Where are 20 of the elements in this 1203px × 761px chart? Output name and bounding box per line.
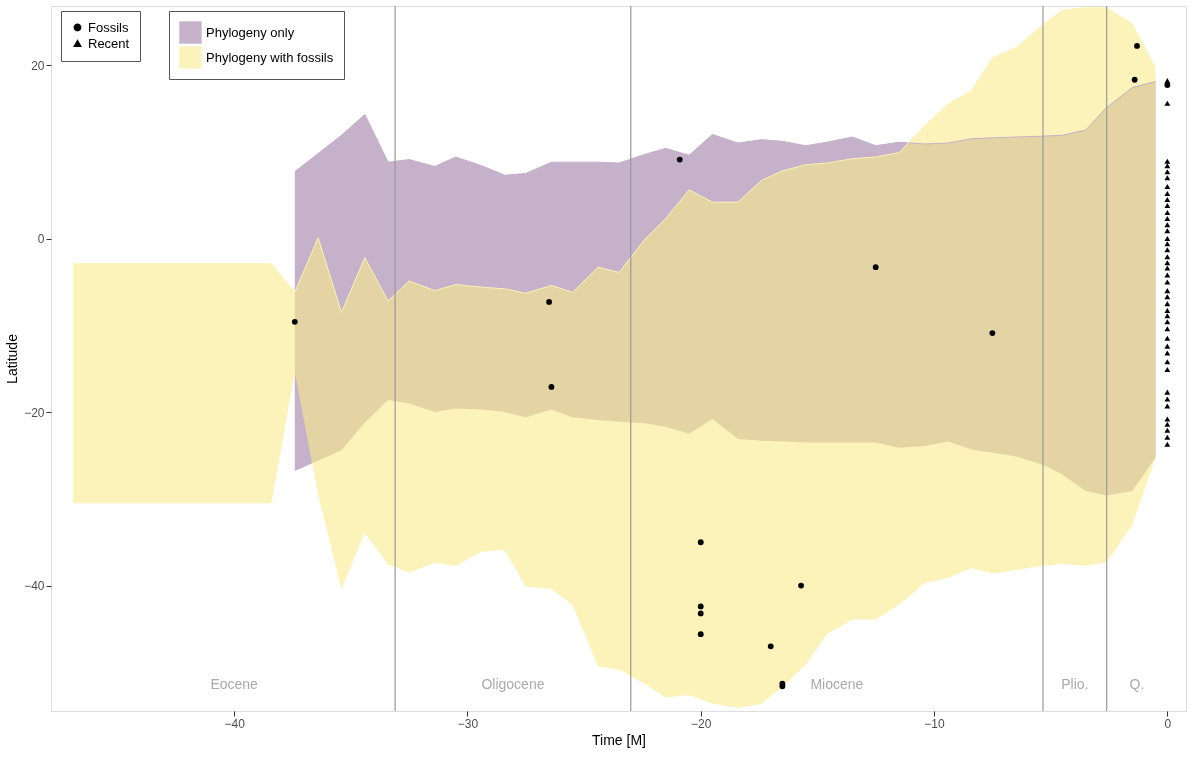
annotation: Miocene [810,676,864,692]
x-tick-label: −40 [224,716,246,731]
legend-label: Phylogeny only [206,24,295,40]
x-axis-title: Time [M] [592,731,646,748]
legend-label: Phylogeny with fossils [206,49,334,65]
y-tick-label: 20 [31,58,45,73]
annotation: Q. [1129,676,1145,692]
y-axis-title: Latitude [4,333,21,384]
x-tick-label: 0 [1164,716,1172,731]
y-tick-label: −40 [24,579,45,594]
y-tick-label: 0 [37,232,45,247]
annotation: Plio. [1061,676,1089,692]
legend-label: Fossils [88,19,129,35]
annotation: Eocene [210,676,259,692]
x-tick-label: −30 [457,716,479,731]
x-tick-label: −20 [691,716,712,731]
x-tick-label: −10 [924,716,946,731]
annotation: Oligocene [481,676,545,692]
legend-label: Recent [88,35,130,51]
y-tick-label: −20 [24,405,45,420]
